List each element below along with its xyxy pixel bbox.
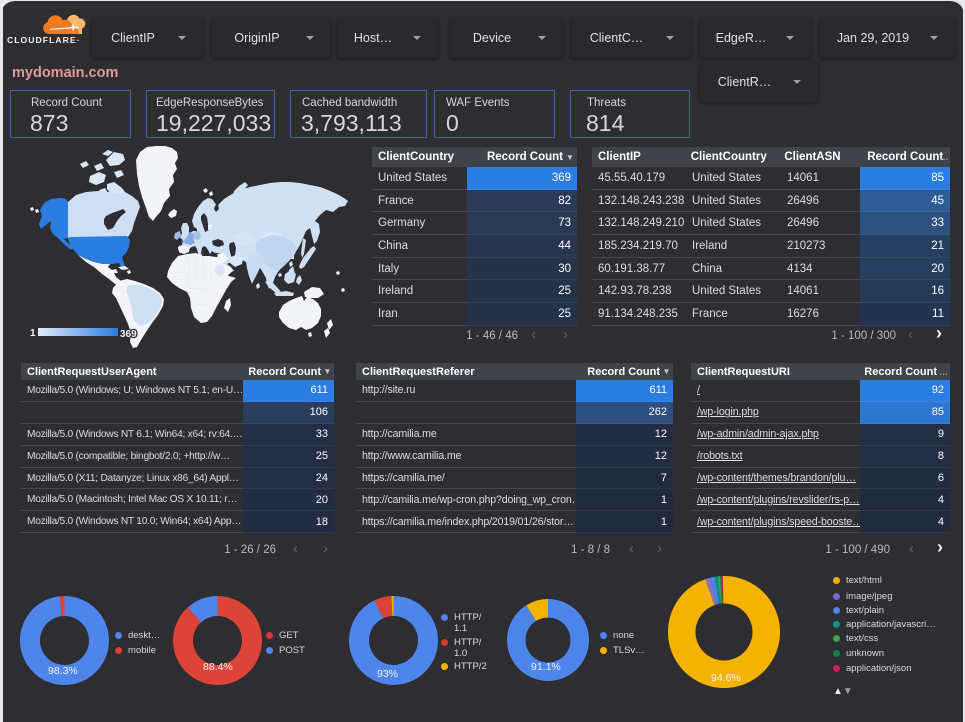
svg-text:1: 1	[30, 328, 36, 339]
svg-text:369: 369	[120, 329, 137, 340]
